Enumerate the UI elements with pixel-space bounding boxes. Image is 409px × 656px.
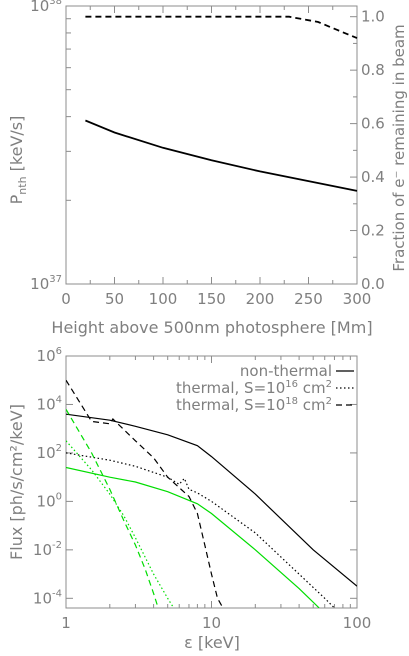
- bottom-y-tick-label: 104: [37, 394, 62, 413]
- top-right-y-ticks: 0.0 0.2 0.4 0.6 0.8 1.0: [350, 8, 385, 293]
- bottom-y-tick-label: 102: [37, 443, 62, 462]
- top-left-y-ticks: 1038 1037: [30, 0, 71, 293]
- bottom-y-axis-label: Flux [ph/s/cm²/keV]: [7, 404, 26, 560]
- top-x-tick-label: 250: [294, 290, 323, 308]
- top-x-tick-label: 150: [197, 290, 226, 308]
- bottom-x-tick-label: 10: [202, 614, 221, 632]
- top-right-y-tick-label: 0.0: [361, 275, 385, 293]
- top-panel: 0 50 100 150 200 250 300 1038 1037 0.0 0.2 0.4 0.6…: [7, 0, 408, 337]
- spectrum-line-black-solid: [66, 413, 357, 587]
- top-right-y-tick-label: 1.0: [361, 8, 385, 26]
- legend-label: thermal, S=1016 cm2: [176, 379, 332, 397]
- legend-label: thermal, S=1018 cm2: [176, 396, 332, 414]
- bottom-y-ticks: 106 104 102 100 10-2 10-4: [33, 346, 357, 607]
- top-right-y-axis-label: Fraction of e⁻ remaining in beam: [390, 24, 408, 271]
- top-y-tick-label: 1037: [30, 274, 62, 293]
- top-left-y-label-unit: [keV/s]: [7, 116, 26, 177]
- top-x-tick-label: 0: [61, 290, 71, 308]
- top-x-tick-label: 200: [246, 290, 275, 308]
- top-left-y-label-main: P: [7, 194, 26, 204]
- bottom-x-tick-label: 100: [343, 614, 372, 632]
- top-x-tick-label: 300: [343, 290, 372, 308]
- top-right-y-tick-label: 0.2: [361, 222, 385, 240]
- bottom-series-group: [66, 379, 357, 608]
- top-left-y-axis-label: Pnth [keV/s]: [7, 116, 29, 205]
- spectrum-line-green-solid: [66, 466, 320, 608]
- top-right-y-tick-label: 0.6: [361, 115, 385, 133]
- top-y-tick-label: 1038: [30, 0, 62, 15]
- spectrum-line-black-dashed: [66, 379, 224, 608]
- spectrum-line-green-dashed: [66, 408, 159, 608]
- bottom-y-tick-label: 10-4: [33, 588, 62, 607]
- top-right-y-tick-label: 0.4: [361, 168, 385, 186]
- bottom-y-tick-label: 10-2: [33, 540, 62, 559]
- bottom-y-tick-label: 100: [37, 491, 62, 510]
- top-right-y-tick-label: 0.8: [361, 61, 385, 79]
- pnth-line: [85, 119, 358, 192]
- top-plot-frame: [65, 5, 358, 285]
- top-left-y-label-sub: nth: [16, 176, 29, 194]
- top-series-group: [85, 15, 358, 192]
- bottom-x-ticks: 1 10 100: [61, 356, 371, 632]
- bottom-x-tick-label: 1: [61, 614, 71, 632]
- spectrum-line-green-dotted: [66, 440, 175, 608]
- top-x-axis-label: Height above 500nm photosphere [Mm]: [51, 318, 372, 337]
- bottom-x-axis-label: ε [keV]: [184, 633, 240, 652]
- top-x-ticks: 0 50 100 150 200 250 300: [61, 6, 371, 308]
- beam-fraction-line: [85, 15, 358, 39]
- top-x-tick-label: 50: [105, 290, 124, 308]
- legend-label: non-thermal: [240, 362, 332, 380]
- top-x-tick-label: 100: [149, 290, 178, 308]
- bottom-y-tick-label: 106: [37, 346, 62, 365]
